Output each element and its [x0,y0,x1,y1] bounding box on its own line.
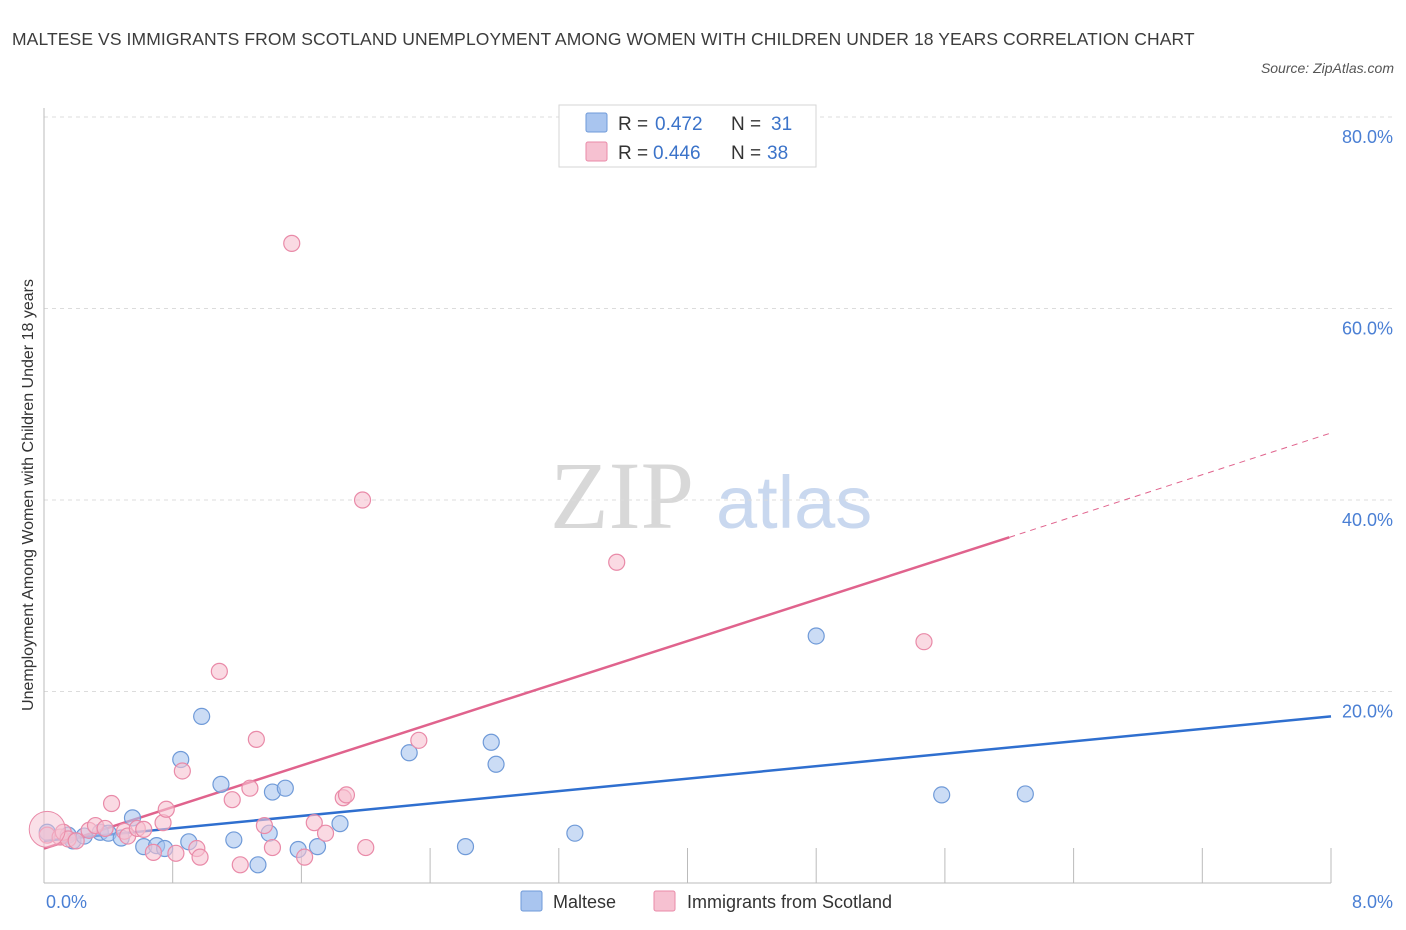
maltese-point [193,707,211,725]
legend-swatch-maltese [585,112,608,133]
watermark-zip: ZIP [550,442,694,549]
y-tick-label: 80.0% [1342,127,1393,147]
y-tick-label: 40.0% [1342,510,1393,530]
scotland-point [608,553,626,571]
legend-n-label-2: N = [731,143,761,164]
bottom-legend-label-scotland: Immigrants from Scotland [687,892,892,912]
scotland-point [247,730,265,748]
scotland-point [316,824,335,842]
scotland-point [223,791,241,809]
x-tick-marks [172,848,1332,883]
maltese-point [456,838,475,856]
maltese-point [249,856,267,874]
maltese-point [400,744,418,762]
legend-swatch-scotland [585,141,608,162]
maltese-point [807,627,825,645]
maltese-point [933,786,951,804]
chart-title: MALTESE VS IMMIGRANTS FROM SCOTLAND UNEM… [12,29,1195,49]
scotland-point [157,800,175,818]
data-points [28,234,1034,874]
scotland-point [144,843,162,861]
y-axis-title: Unemployment Among Women with Children U… [20,279,37,711]
scotland-point [231,856,249,874]
y-tick-label: 20.0% [1342,702,1393,722]
maltese-point [308,838,327,856]
scotland-point [255,816,273,835]
maltese-point [487,755,505,773]
scotland-point [67,832,85,850]
scotland-point [305,814,323,832]
scotland-point [173,762,191,780]
scotland-point [296,848,314,866]
scotland-point [410,731,428,749]
bottom-legend-label-maltese: Maltese [553,892,616,912]
scotland-point [167,844,185,862]
y-tick-labels: 20.0% 40.0% 60.0% 80.0% [1342,127,1393,722]
legend-r-value-1: 0.472 [655,114,703,135]
legend-n-label-1: N = [731,114,761,135]
scotland-point [353,491,372,509]
stats-legend: R = 0.472 N = 31 R = 0.446 N = 38 [558,104,817,168]
legend-r-label-2: R = [618,143,648,164]
scotland-point [135,820,153,838]
maltese-point [276,779,294,797]
grid-lines [44,116,1392,692]
scotland-point [210,662,228,680]
scotland-trend-extension [1009,432,1332,538]
scotland-cluster-point [28,810,66,848]
scotland-point [283,234,301,252]
watermark-atlas: atlas [716,461,872,544]
legend-n-value-1: 31 [771,114,792,135]
series-legend: Maltese Immigrants from Scotland [520,890,892,912]
maltese-point [225,831,243,849]
maltese-point [482,733,500,751]
maltese-point [1016,785,1034,803]
legend-n-value-2: 38 [767,143,788,164]
x-tick-label-max: 8.0% [1352,892,1393,912]
x-tick-label-min: 0.0% [46,892,87,912]
scotland-point [241,779,259,797]
maltese-point [566,824,584,842]
scotland-point [96,819,114,838]
scotland-point [263,838,282,857]
scotland-point [337,786,356,804]
scotland-point [102,794,121,813]
bottom-legend-swatch-scotland [653,890,676,912]
bottom-legend-swatch-maltese [520,890,543,912]
maltese-trend-line [43,715,1332,843]
legend-r-label-1: R = [618,114,648,135]
scotland-point [357,838,375,857]
scotland-trend-line [43,536,1010,850]
scotland-point [191,848,209,866]
x-tick-labels: 0.0% 8.0% [46,892,1393,912]
scotland-point [915,633,933,651]
maltese-point [331,815,349,833]
y-tick-label: 60.0% [1342,319,1393,339]
source-label: Source: ZipAtlas.com [1260,60,1394,76]
legend-r-value-2: 0.446 [653,143,701,164]
maltese-point [212,775,230,793]
